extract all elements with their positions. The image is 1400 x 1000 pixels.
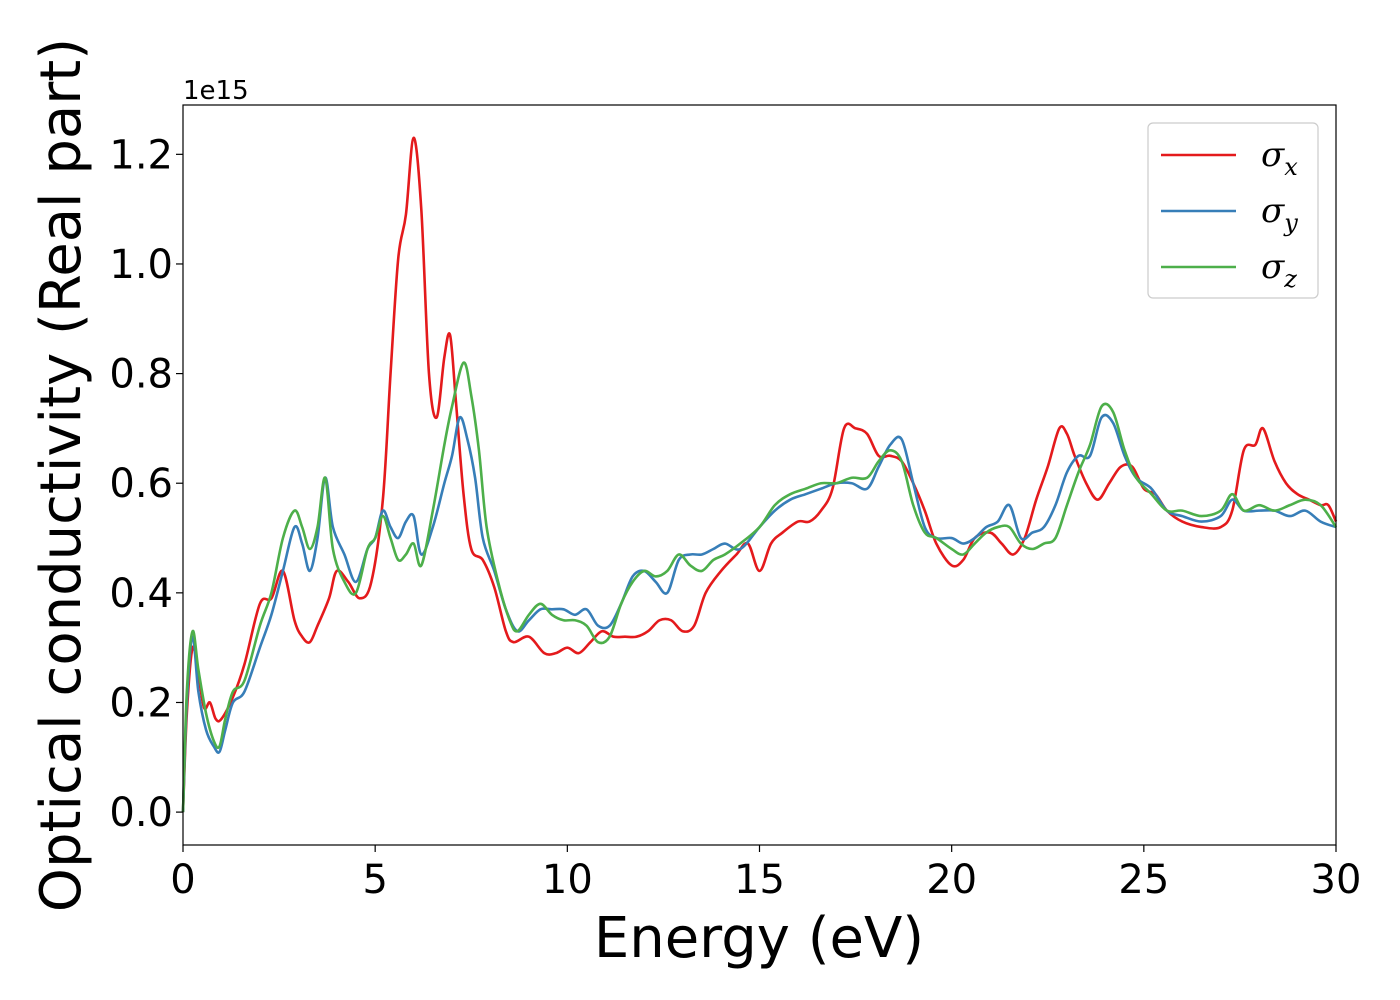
y-tick-label: 0.4	[109, 571, 173, 617]
x-tick-label: 25	[1118, 857, 1169, 903]
series-layer	[181, 136, 1338, 813]
y-offset-label: 1e15	[183, 76, 249, 106]
y-tick-label: 0.6	[109, 461, 173, 507]
y-tick-label: 0.2	[109, 680, 173, 726]
legend-label-z: σz	[1261, 247, 1297, 293]
series-line-z	[181, 361, 1338, 813]
y-tick-label: 1.2	[109, 132, 173, 178]
y-axis-label: Optical conductivity (Real part)	[29, 38, 94, 912]
x-axis: 0 5 10 15 20 25 30	[170, 845, 1361, 903]
series-line-y	[181, 413, 1337, 813]
y-axis: 0.0 0.2 0.4 0.6 0.8 1.0 1.2	[109, 132, 183, 836]
y-tick-label: 1.0	[109, 242, 173, 288]
x-tick-label: 10	[542, 857, 593, 903]
x-tick-label: 0	[170, 857, 195, 903]
series-line-x	[181, 136, 1338, 813]
legend-label-y: σy	[1261, 191, 1298, 237]
x-tick-label: 30	[1311, 857, 1362, 903]
legend-label-x: σx	[1261, 135, 1298, 181]
legend: σx σy σz	[1147, 122, 1319, 299]
x-tick-label: 5	[362, 857, 387, 903]
x-tick-label: 15	[734, 857, 785, 903]
x-axis-label: Energy (eV)	[594, 906, 924, 971]
y-tick-label: 0.8	[109, 352, 173, 398]
y-tick-label: 0.0	[109, 790, 173, 836]
x-tick-label: 20	[926, 857, 977, 903]
